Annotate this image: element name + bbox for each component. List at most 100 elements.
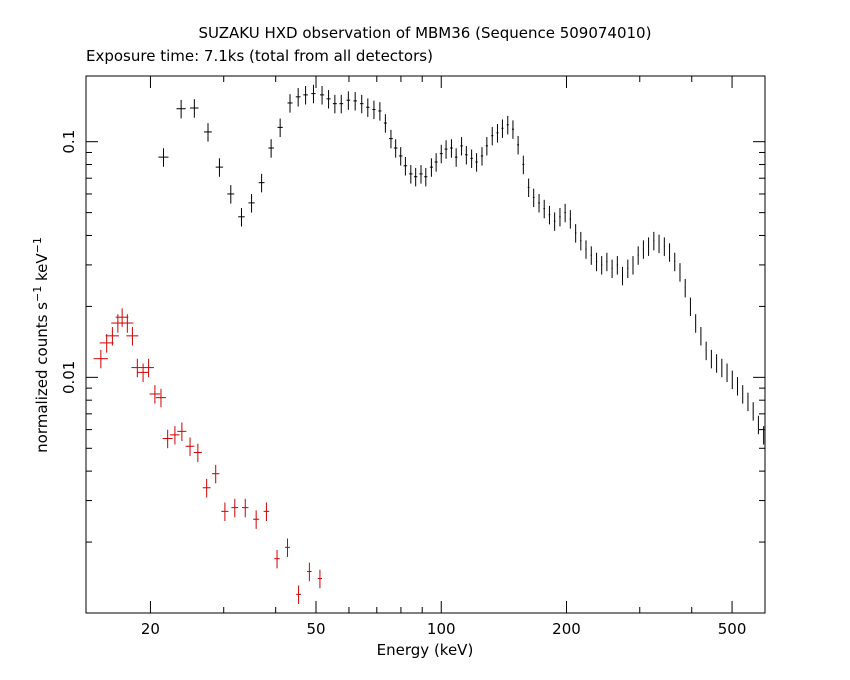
y-axis-label-main: normalized counts s (33, 302, 51, 453)
data-point (506, 115, 509, 135)
data-point (284, 538, 291, 557)
data-point (653, 231, 655, 251)
plot-frame (85, 75, 766, 614)
data-point (211, 464, 220, 484)
data-point (569, 210, 572, 229)
chart-subtitle: Exposure time: 7.1ks (total from all det… (86, 47, 433, 65)
data-point (93, 349, 108, 369)
data-point (383, 114, 387, 133)
data-point (372, 100, 376, 120)
data-point (105, 327, 119, 346)
data-point (742, 385, 744, 404)
data-point (311, 84, 316, 104)
data-point (511, 120, 514, 139)
data-point (574, 224, 577, 243)
data-point (684, 278, 686, 298)
data-point (444, 140, 448, 159)
chart-title: SUZAKU HXD observation of MBM36 (Sequenc… (199, 24, 652, 42)
data-point (353, 92, 357, 111)
data-point (669, 243, 671, 262)
data-point (726, 363, 728, 383)
data-point (242, 498, 249, 518)
data-point (553, 212, 556, 231)
data-point (439, 144, 443, 164)
data-point (158, 148, 169, 167)
x-tick-label: 100 (427, 620, 456, 638)
y-axis-label-exp2: −1 (31, 237, 44, 253)
data-point (162, 429, 173, 449)
data-point (695, 314, 697, 333)
data-point (611, 259, 613, 279)
data-point (126, 327, 139, 346)
data-point (731, 370, 733, 390)
data-point (204, 123, 212, 142)
data-point (674, 252, 676, 272)
data-point (595, 252, 598, 272)
data-point (454, 148, 458, 167)
x-tick-label: 20 (141, 620, 160, 638)
data-point (326, 90, 331, 109)
data-point (705, 341, 707, 361)
data-point (632, 256, 634, 275)
data-point (215, 158, 224, 177)
data-point (287, 94, 293, 113)
y-axis-ticks: 0.01 0.1 (60, 130, 765, 614)
data-point (716, 354, 718, 373)
data-point (190, 99, 199, 118)
y-axis-label-exp1: −1 (31, 286, 44, 302)
data-point (627, 259, 629, 279)
data-point (296, 585, 301, 604)
data-point (143, 358, 155, 378)
data-point (238, 207, 245, 227)
data-point (532, 188, 535, 208)
data-point (393, 139, 398, 158)
data-point (648, 237, 650, 256)
data-point (221, 502, 229, 521)
data-point (346, 91, 351, 110)
data-point (606, 252, 608, 272)
data-point (366, 98, 370, 117)
data-point (389, 129, 393, 149)
series-2 (93, 308, 323, 604)
data-point (475, 153, 478, 172)
data-point (295, 88, 301, 107)
data-point (317, 569, 323, 589)
data-point (679, 263, 681, 282)
data-point (590, 246, 592, 265)
plot-border (85, 75, 766, 614)
y-axis-label-unit: keV (33, 253, 51, 286)
data-point (398, 147, 403, 166)
y-tick-label: 0.01 (60, 361, 78, 394)
data-point (700, 327, 702, 346)
data-point (517, 135, 520, 155)
data-point (419, 165, 423, 184)
data-point (485, 137, 488, 156)
y-tick-label: 0.1 (60, 130, 78, 154)
data-point (131, 358, 144, 378)
data-point (231, 498, 239, 518)
data-point (658, 234, 660, 254)
data-point (470, 149, 473, 168)
data-point (155, 388, 167, 408)
data-point (465, 145, 468, 165)
data-point (527, 178, 530, 198)
data-point (303, 86, 308, 105)
data-point (621, 266, 624, 286)
data-point (710, 349, 712, 369)
data-point (480, 147, 484, 166)
data-point (263, 502, 270, 521)
y-axis-label: normalized counts s−1 keV−1 (31, 237, 51, 453)
data-point (403, 156, 408, 176)
data-point (248, 194, 255, 213)
data-point (332, 94, 337, 114)
data-point (538, 194, 540, 213)
data-point (137, 363, 149, 383)
data-point (585, 240, 587, 259)
x-tick-label: 200 (552, 620, 581, 638)
data-point (339, 94, 344, 114)
data-point (360, 94, 364, 114)
data-point (176, 99, 186, 119)
data-point (580, 231, 582, 251)
